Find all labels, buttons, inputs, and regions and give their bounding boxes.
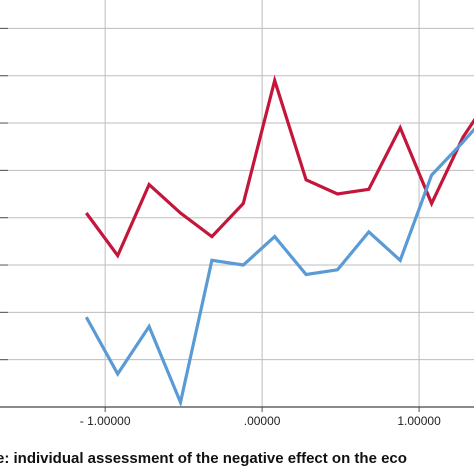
gridlines — [0, 0, 474, 407]
x-tick-label: .00000 — [244, 414, 281, 428]
axes — [0, 27, 474, 412]
series-lines — [84, 74, 474, 408]
series-line-2 — [84, 127, 474, 408]
x-tick-label: - 1.00000 — [80, 414, 131, 428]
x-tick-label: 1.00000 — [397, 414, 441, 428]
x-tick-labels: - 1.00000 .00000 1.00000 — [80, 414, 441, 428]
series-line-1 — [85, 74, 474, 259]
x-axis-label: e: individual assessment of the negative… — [0, 450, 407, 467]
